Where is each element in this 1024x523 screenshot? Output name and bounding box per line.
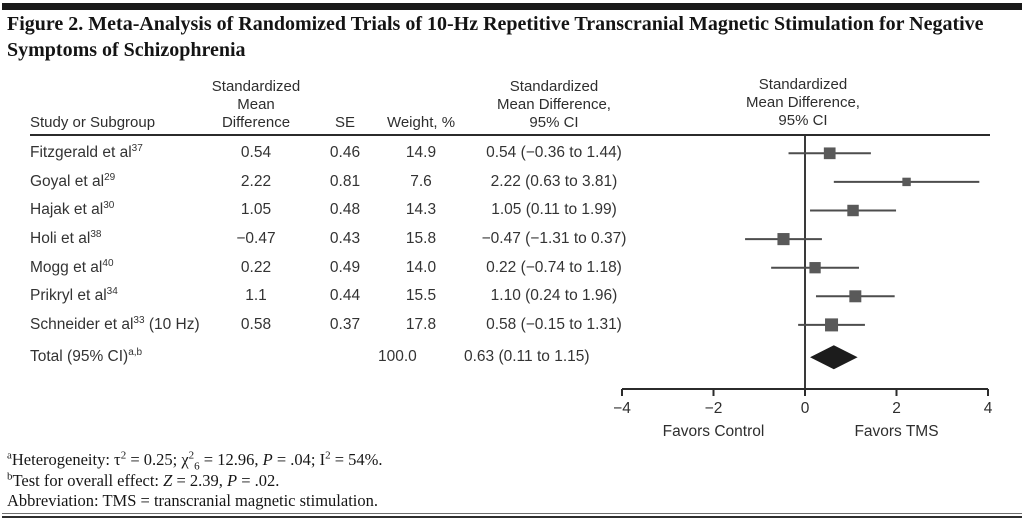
table-row: Schneider et al33 (10 Hz) 0.58 0.37 17.8…	[30, 311, 644, 340]
ci-text-value: 0.58 (−0.15 to 1.31)	[486, 315, 622, 333]
se-value: 0.48	[329, 201, 361, 219]
table-row: Hajak et al30 1.05 0.48 14.3 1.05 (0.11 …	[30, 196, 644, 225]
study-label: Mogg et al40	[30, 257, 114, 276]
col-header-weight: Weight, %	[386, 114, 456, 131]
smd-marker	[849, 290, 862, 303]
weight-value: 15.8	[405, 230, 437, 248]
table-row: Goyal et al29 2.22 0.81 7.6 2.22 (0.63 t…	[30, 168, 644, 197]
x-tick-label: 0	[801, 400, 810, 417]
ci-text-value: 2.22 (0.63 to 3.81)	[490, 172, 618, 190]
footnotes: aHeterogeneity: τ2 = 0.25; χ26 = 12.96, …	[7, 450, 1007, 512]
table-row: Fitzgerald et al37 0.54 0.46 14.9 0.54 (…	[30, 139, 644, 168]
footnote-overall-effect: bTest for overall effect: Z = 2.39, P = …	[7, 470, 280, 490]
weight-value: 14.3	[405, 201, 437, 219]
top-rule-bar	[2, 3, 1022, 10]
favors-control-label: Favors Control	[663, 423, 765, 440]
col-header-ci-plot: Standardized Mean Difference, 95% CI	[746, 76, 860, 129]
col-header-se: SE	[334, 114, 355, 131]
total-weight-value: 100.0	[378, 348, 417, 366]
reference-superscript: 38	[90, 228, 102, 240]
weight-value: 17.8	[405, 315, 437, 333]
reference-superscript: 29	[104, 171, 116, 183]
weight-value: 14.9	[405, 144, 437, 162]
x-tick-label: 2	[892, 400, 901, 417]
footnote-superscript: a,b	[128, 347, 143, 359]
reference-superscript: 40	[102, 257, 114, 269]
x-tick-label: −2	[705, 400, 723, 417]
se-value: 0.43	[329, 230, 361, 248]
se-value: 0.37	[329, 315, 361, 333]
smd-value: 2.22	[240, 172, 272, 190]
table-body: Fitzgerald et al37 0.54 0.46 14.9 0.54 (…	[30, 139, 644, 339]
col-header-smd: Standardized Mean Difference	[211, 78, 301, 131]
se-value: 0.49	[329, 258, 361, 276]
figure-title-line2: Symptoms of Schizophrenia	[7, 39, 246, 61]
ci-text-value: 0.22 (−0.74 to 1.18)	[486, 258, 622, 276]
footnote-heterogeneity: aHeterogeneity: τ2 = 0.25; χ26 = 12.96, …	[7, 449, 383, 473]
study-label: Prikryl et al34	[30, 286, 118, 305]
smd-value: −0.47	[236, 230, 276, 248]
table-row: Holi et al38 −0.47 0.43 15.8 −0.47 (−1.3…	[30, 225, 644, 254]
x-tick-label: −4	[613, 400, 631, 417]
smd-value: 0.58	[240, 315, 272, 333]
smd-value: 0.22	[240, 258, 272, 276]
smd-value: 0.54	[240, 144, 272, 162]
smd-marker	[823, 147, 836, 160]
figure-title: Figure 2. Meta-Analysis of Randomized Tr…	[7, 11, 1017, 63]
study-label: Fitzgerald et al37	[30, 143, 143, 162]
ci-text-value: 1.10 (0.24 to 1.96)	[490, 287, 618, 305]
smd-marker	[847, 204, 859, 217]
smd-marker	[902, 177, 911, 187]
study-label: Schneider et al33 (10 Hz)	[30, 314, 200, 333]
ci-text-value: −0.47 (−1.31 to 0.37)	[481, 230, 627, 248]
se-value: 0.46	[329, 144, 361, 162]
weight-value: 15.5	[405, 287, 437, 305]
col-header-ci-text: Standardized Mean Difference, 95% CI	[497, 78, 611, 131]
study-label: Hajak et al30	[30, 200, 115, 219]
table-row: Mogg et al40 0.22 0.49 14.0 0.22 (−0.74 …	[30, 253, 644, 282]
study-label: Goyal et al29	[30, 171, 116, 190]
table-row: Prikryl et al34 1.1 0.44 15.5 1.10 (0.24…	[30, 282, 644, 311]
footnote-abbreviation: Abbreviation: TMS = transcranial magneti…	[7, 491, 379, 510]
smd-marker	[809, 262, 821, 274]
total-label: Total (95% CI)a,b	[30, 347, 143, 366]
total-row: Total (95% CI)a,b 100.0 0.63 (0.11 to 1.…	[30, 343, 644, 372]
ci-text-value: 0.54 (−0.36 to 1.44)	[486, 144, 622, 162]
smd-marker	[777, 233, 790, 246]
x-tick-label: 4	[984, 400, 993, 417]
se-value: 0.81	[329, 172, 361, 190]
smd-value: 1.05	[240, 201, 272, 219]
ci-text-value: 1.05 (0.11 to 1.99)	[491, 201, 617, 219]
se-value: 0.44	[329, 287, 361, 305]
reference-superscript: 34	[106, 286, 118, 298]
figure-title-line1: Figure 2. Meta-Analysis of Randomized Tr…	[7, 13, 984, 35]
reference-superscript: 37	[131, 143, 143, 155]
total-ci-text-value: 0.63 (0.11 to 1.15)	[464, 348, 590, 366]
table-header-row: Study or Subgroup Standardized Mean Diff…	[30, 74, 644, 132]
smd-value: 1.1	[245, 287, 267, 305]
reference-superscript: 30	[103, 200, 115, 212]
col-header-study: Study or Subgroup	[30, 114, 156, 131]
bottom-rule-bar	[2, 513, 1022, 518]
summary-diamond	[810, 345, 858, 370]
study-label: Holi et al38	[30, 228, 102, 248]
favors-tms-label: Favors TMS	[854, 423, 938, 440]
weight-value: 7.6	[410, 172, 432, 190]
weight-value: 14.0	[405, 258, 437, 276]
smd-marker	[825, 318, 839, 332]
reference-superscript: 33	[133, 314, 145, 326]
